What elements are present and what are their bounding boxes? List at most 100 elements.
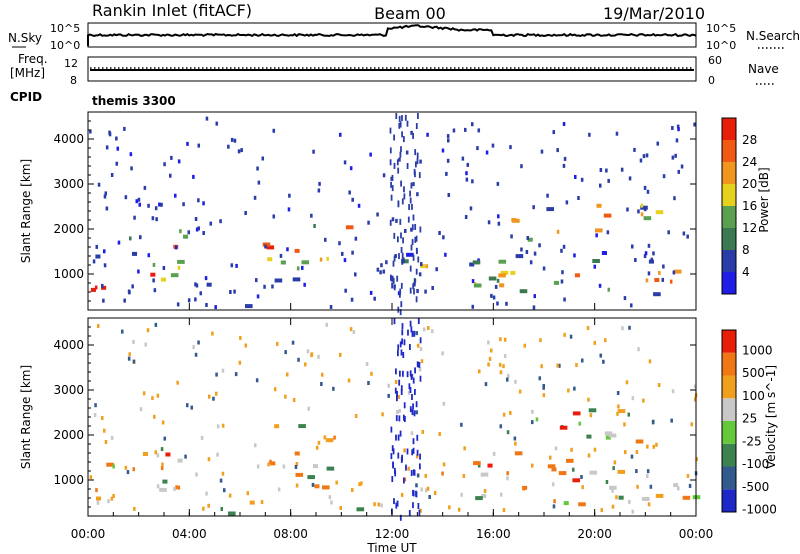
range-cell: [326, 256, 329, 261]
sparse-cell: [321, 372, 324, 377]
sparse-cell: [352, 330, 356, 335]
freq-label-bottom: [MHz]: [10, 66, 45, 80]
range-cell: [205, 303, 208, 307]
range-cell: [488, 276, 497, 281]
sparse-cell: [369, 152, 372, 157]
sparse-cell: [506, 377, 509, 382]
sparse-cell: [264, 244, 267, 249]
sparse-cell: [503, 354, 507, 359]
range-cell: [514, 451, 523, 456]
sparse-cell: [373, 296, 376, 301]
sparse-cell: [577, 196, 580, 200]
streak-cell: [403, 477, 405, 484]
streak-cell: [409, 287, 412, 294]
streak-cell: [412, 490, 415, 497]
range-cell: [205, 491, 208, 496]
streak-cell: [396, 395, 398, 402]
date-label: 19/Mar/2010: [603, 4, 705, 23]
range-cell: [578, 502, 586, 507]
range-cell: [553, 280, 559, 285]
sparse-cell: [690, 422, 694, 427]
streak-cell: [416, 248, 418, 255]
sparse-cell: [197, 226, 201, 231]
sparse-cell: [288, 193, 291, 198]
sparse-cell: [646, 189, 650, 194]
streak-cell: [390, 426, 393, 433]
sparse-cell: [173, 487, 176, 491]
streak-cell: [412, 283, 415, 290]
sparse-cell: [587, 453, 591, 458]
sparse-cell: [391, 217, 395, 222]
sparse-cell: [563, 332, 566, 337]
sparse-cell: [551, 482, 555, 487]
range-cell: [574, 273, 580, 278]
streak-cell: [397, 350, 399, 357]
sparse-cell: [662, 264, 665, 269]
streak-cell: [393, 162, 396, 169]
sparse-cell: [143, 185, 147, 190]
range-cell: [572, 467, 575, 472]
sparse-cell: [546, 193, 549, 198]
sparse-cell: [562, 244, 566, 249]
sparse-cell: [420, 487, 424, 492]
range-cell: [179, 229, 182, 234]
sparse-cell: [230, 263, 234, 268]
velocity-y-ticks: 1000 2000 3000 4000: [53, 317, 696, 517]
sparse-cell: [693, 384, 697, 389]
colorbar-tick-label: 100: [742, 389, 765, 403]
range-cell: [274, 424, 280, 429]
range-cell: [653, 292, 661, 297]
streak-cell: [397, 201, 400, 208]
sparse-cell: [151, 396, 154, 401]
sparse-cell: [92, 259, 96, 264]
sparse-cell: [628, 499, 631, 504]
sparse-cell: [216, 452, 219, 457]
sparse-cell: [615, 131, 619, 136]
streak-cell: [400, 247, 403, 253]
sparse-cell: [128, 290, 131, 295]
range-cell: [267, 257, 273, 262]
streak-cell: [405, 464, 407, 471]
streak-cell: [412, 377, 415, 384]
sparse-cell: [587, 397, 590, 402]
freq-label-top: Freq.: [18, 52, 48, 66]
streak-cell: [415, 161, 417, 168]
range-cell: [535, 417, 539, 422]
sparse-cell: [89, 129, 92, 134]
sparse-cell: [133, 215, 136, 220]
sparse-cell: [351, 250, 354, 255]
sparse-cell: [221, 423, 225, 428]
sparse-cell: [562, 163, 566, 168]
sparse-cell: [277, 487, 281, 492]
sparse-cell: [202, 201, 205, 206]
sparse-cell: [602, 359, 605, 364]
sparse-cell: [240, 148, 243, 153]
streak-cell: [409, 387, 412, 393]
sparse-cell: [186, 141, 189, 146]
streak-cell: [391, 445, 394, 452]
sparse-cell: [514, 379, 517, 384]
sparse-cell: [419, 508, 422, 513]
sparse-cell: [532, 305, 536, 310]
sparse-cell: [496, 301, 499, 306]
sparse-cell: [370, 371, 373, 376]
sparse-cell: [621, 326, 624, 331]
sparse-cell: [115, 136, 118, 141]
sparse-cell: [273, 387, 277, 392]
streak-cell: [395, 434, 397, 441]
y-tick-label: 1000: [53, 473, 84, 487]
colorbar-swatch: [722, 228, 736, 250]
sparse-cell: [335, 480, 338, 485]
sparse-cell: [542, 266, 546, 271]
sparse-cell: [282, 464, 286, 469]
sparse-cell: [263, 284, 266, 289]
sparse-cell: [463, 446, 466, 451]
colorbar-tick-label: 28: [742, 133, 757, 147]
sparse-cell: [672, 270, 676, 275]
sparse-cell: [447, 193, 451, 197]
sparse-cell: [279, 253, 283, 258]
range-cell: [401, 259, 409, 264]
sparse-cell: [507, 373, 510, 378]
x-tick-label: 00:00: [679, 527, 714, 541]
streak-cell: [403, 193, 406, 200]
